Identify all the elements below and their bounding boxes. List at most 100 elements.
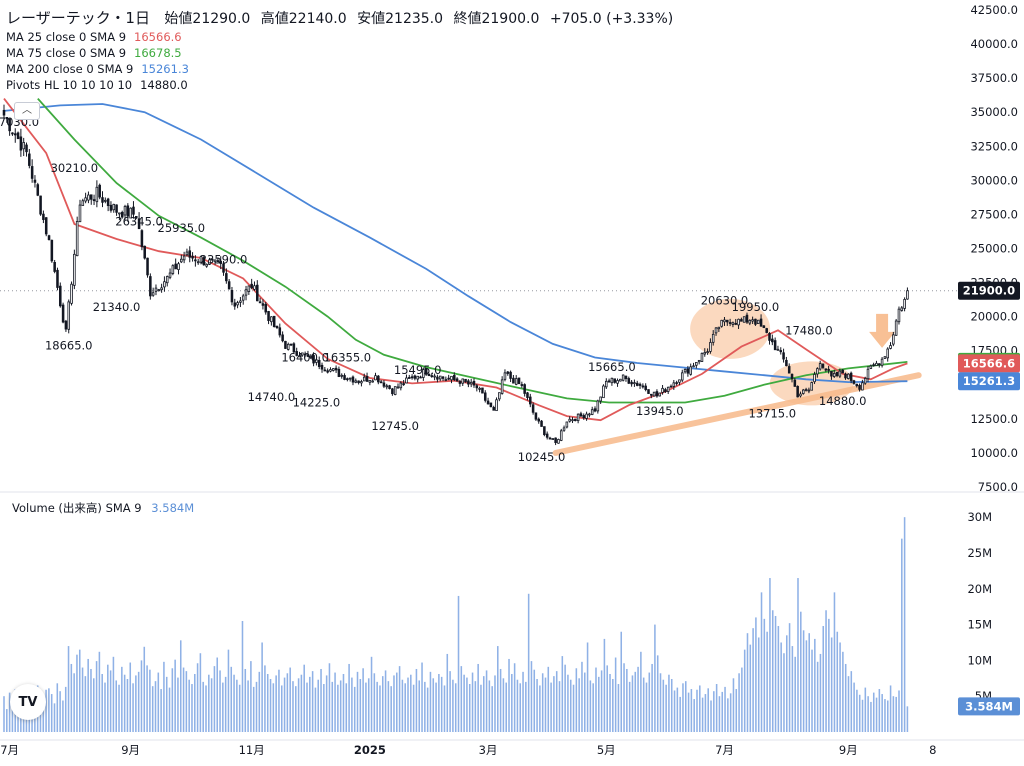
candle-up [692,365,695,368]
volume-bar [853,682,855,732]
volume-bar [241,621,244,732]
volume-bar [606,665,608,732]
symbol-title[interactable]: レーザーテック・1日 [6,9,150,27]
volume-bar [508,658,510,732]
volume-bar [881,694,883,732]
time-tick-label: 8 [929,743,936,757]
volume-bar [429,671,432,732]
price-badge [958,372,1020,391]
volume-bar [300,674,303,732]
candle-up [500,379,504,394]
collapse-legend-button[interactable]: ︿ [14,102,40,120]
candle-down [391,388,394,395]
volume-bar [278,669,280,732]
candle-up [621,374,625,381]
volume-bar [379,685,381,732]
volume-bar [188,679,190,732]
indicator-label: Pivots HL 10 10 10 10 [6,78,133,92]
candle-down [202,257,206,266]
volume-bar [609,673,611,732]
price-tick-label: 20000.0 [970,310,1018,324]
volume-bar [516,679,519,732]
indicator-ma75[interactable]: MA 75 close 0 SMA 9 16678.5 [6,45,673,61]
candle-up [301,352,304,356]
volume-bar [227,649,230,732]
volume-bar [424,681,426,732]
candle-down [650,393,653,396]
candle-up [703,351,707,355]
volume-legend[interactable]: Volume (出来高) SMA 9 3.584M [12,500,194,516]
candle-up [241,295,245,301]
candle-up [332,368,335,371]
candle-up [551,438,555,440]
volume-bar [62,700,64,732]
volume-bar [250,661,252,732]
candle-down [2,109,6,116]
candle-down [256,284,259,302]
volume-bar [634,671,637,732]
candle-down [323,369,327,372]
candle-down [644,385,647,391]
candle-up [298,355,301,358]
candle-down [230,289,234,303]
candle-up [70,283,73,304]
candle-up [562,427,566,431]
candle-down [787,366,791,374]
indicator-pivots[interactable]: Pivots HL 10 10 10 10 14880.0 [6,77,673,93]
candle-down [42,213,45,220]
candle-down [855,383,859,387]
candle-up [863,378,867,384]
volume-bar [266,673,269,732]
candle-up [340,374,343,377]
volume-bar [814,638,816,732]
candle-down [762,325,766,329]
support-trendline [552,372,922,456]
candle-up [616,380,619,384]
volume-bar [407,677,409,732]
volume-tick-label: 10M [967,653,992,667]
candle-up [832,373,836,377]
candle-down [877,363,881,366]
candle-down [630,381,633,385]
price-badge [958,281,1020,300]
volume-bar [121,666,123,732]
candle-up [495,399,498,412]
candle-down [135,216,138,219]
candle-up [619,378,622,382]
volume-bar [558,681,561,732]
volume-bar [670,679,673,732]
candle-up [588,413,591,416]
volume-bar [295,686,297,732]
volume-bar [202,681,204,732]
volume-bar [539,685,541,732]
volume-bar [135,675,137,732]
indicator-ma25[interactable]: MA 25 close 0 SMA 9 16566.6 [6,29,673,45]
volume-bar [309,676,311,732]
candle-up [129,207,132,219]
candle-down [101,197,104,203]
candle-down [326,370,329,373]
pivot-label: 23590.0 [200,252,248,266]
volume-bar [67,646,70,732]
pivot-label: 15665.0 [588,360,636,374]
candle-up [697,359,701,363]
volume-bar [906,706,909,732]
candle-down [675,382,678,384]
volume-bar [306,682,308,732]
volume-bar [219,670,221,732]
tradingview-logo-icon[interactable]: TV [10,684,46,720]
candle-down [388,385,391,389]
candle-down [509,371,512,379]
candle-up [180,258,183,263]
candle-up [717,326,721,330]
candle-up [900,307,904,311]
volume-bar [258,671,261,732]
pivot-label: 21340.0 [93,300,141,314]
price-tick-label: 37500.0 [970,71,1018,85]
candle-down [540,420,543,427]
indicator-ma200[interactable]: MA 200 close 0 SMA 9 15261.3 [6,61,673,77]
candle-down [523,384,526,394]
volume-bar [393,675,395,732]
volume-bar [297,678,300,732]
volume-bar [370,656,373,732]
